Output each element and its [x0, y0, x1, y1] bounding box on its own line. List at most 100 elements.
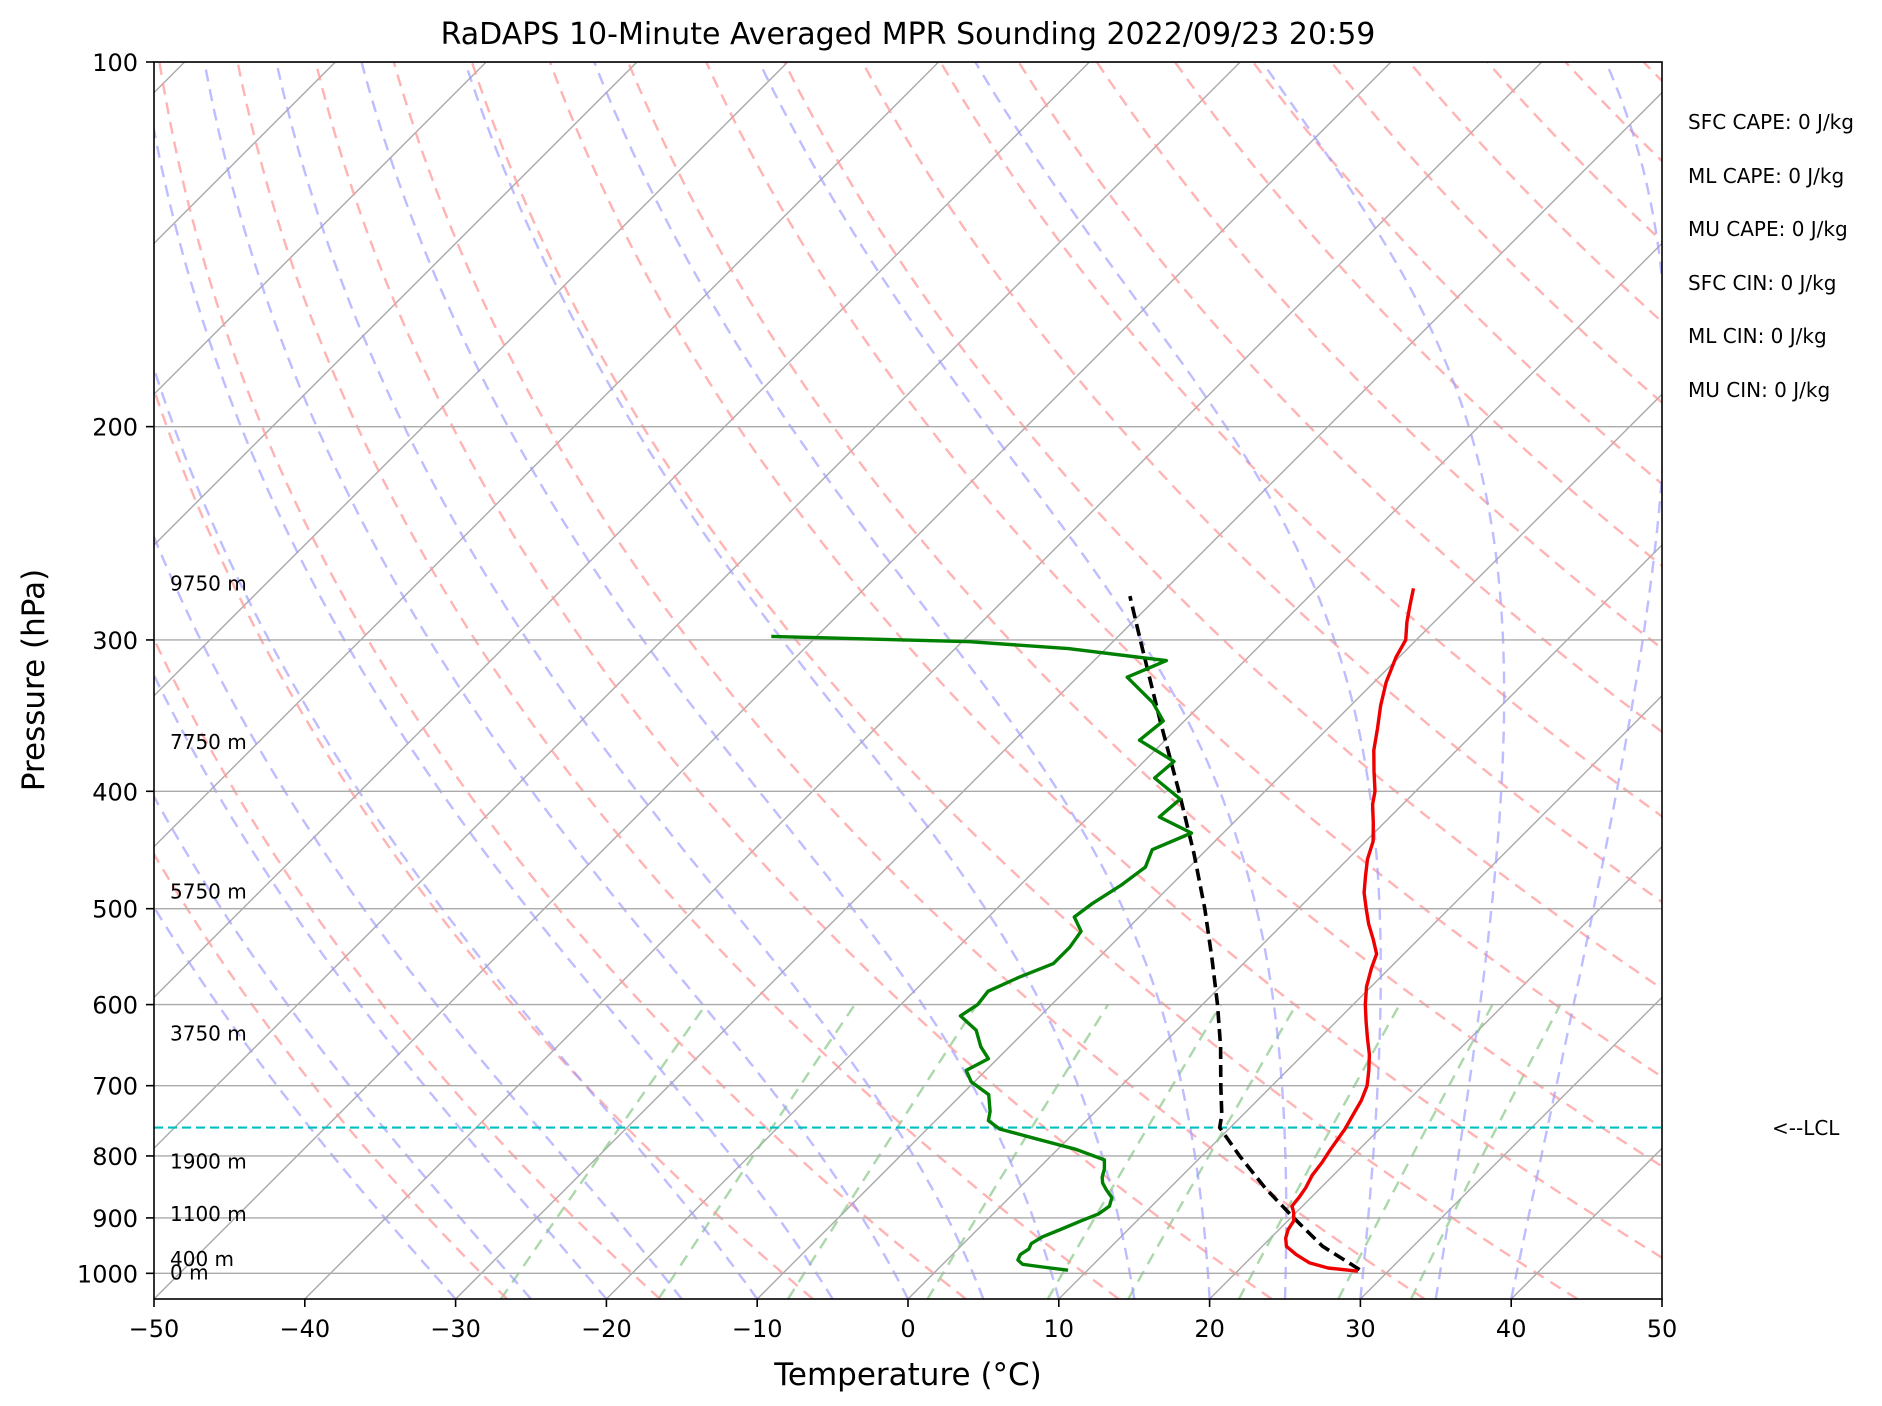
x-tick-label: 20	[1194, 1315, 1225, 1343]
x-tick-label: −40	[279, 1315, 330, 1343]
dry-adiabat-line	[783, 62, 1662, 991]
y-axis-ticks: 100 200 300 400 500 600 700 800 900 1000	[77, 49, 154, 1288]
dry-adiabat-line	[861, 62, 1662, 904]
moist-adiabat-line	[1260, 62, 1506, 1299]
moist-adiabat-line	[1510, 62, 1662, 1299]
x-tick-label: 10	[1044, 1315, 1075, 1343]
mixing-ratio-line	[1409, 1004, 1562, 1299]
dry-adiabat-line	[236, 62, 1120, 1299]
pressure-grid-lines	[154, 62, 1662, 1275]
moist-adiabat-line	[973, 62, 1382, 1299]
ml-cin-text: ML CIN: 0 J/kg	[1688, 324, 1827, 348]
dry-adiabat-line	[626, 62, 1662, 1168]
background-lines	[154, 62, 1662, 1299]
x-tick-label: 30	[1345, 1315, 1376, 1343]
moist-adiabat-line	[360, 62, 1060, 1299]
y-axis-label: Pressure (hPa)	[16, 569, 52, 791]
mixing-ratio-line	[1337, 1004, 1494, 1299]
isotherm-line	[154, 62, 789, 697]
moist-adiabat-lines	[154, 62, 1662, 1299]
moist-adiabat-line	[154, 904, 457, 1299]
moist-adiabat-line	[275, 62, 985, 1299]
dry-adiabat-line	[548, 62, 1662, 1260]
isotherm-line	[605, 242, 1662, 1299]
height-label: 400 m	[170, 1247, 234, 1271]
dry-adiabat-line	[314, 62, 1273, 1299]
isotherm-line	[304, 62, 1543, 1299]
height-label: 1100 m	[170, 1202, 247, 1226]
sfc-cin-text: SFC CIN: 0 J/kg	[1688, 271, 1836, 295]
height-label: 3750 m	[170, 1021, 247, 1045]
isotherm-line	[1209, 845, 1662, 1299]
y-tick-label: 300	[92, 627, 138, 655]
dewpoint-line	[771, 634, 1194, 1272]
temperature-line	[1284, 588, 1416, 1273]
stats-annotations: SFC CAPE: 0 J/kg ML CAPE: 0 J/kg MU CAPE…	[1688, 110, 1854, 402]
mu-cin-text: MU CIN: 0 J/kg	[1688, 378, 1830, 402]
dry-adiabat-line	[1252, 62, 1662, 486]
mixing-ratio-lines	[499, 1003, 1562, 1299]
mixing-ratio-line	[1127, 1003, 1298, 1299]
mixing-ratio-line	[1237, 1004, 1401, 1299]
y-tick-label: 100	[92, 49, 138, 77]
dry-adiabat-lines	[154, 62, 1662, 1299]
moist-adiabat-line	[463, 62, 1136, 1299]
height-label: 9750 m	[170, 572, 247, 596]
height-label: 7750 m	[170, 730, 247, 754]
y-tick-label: 500	[92, 896, 138, 924]
moist-adiabat-line	[154, 794, 532, 1299]
dry-adiabat-line	[1017, 62, 1662, 734]
height-label: 5750 m	[170, 880, 247, 904]
isotherm-line	[1058, 694, 1662, 1299]
isotherm-line	[455, 91, 1662, 1299]
moist-adiabat-line	[592, 62, 1211, 1299]
parcel-profile-line	[1128, 595, 1361, 1272]
moist-adiabat-line	[154, 533, 683, 1299]
isotherm-line	[154, 62, 1090, 999]
isotherm-line	[1359, 996, 1662, 1299]
lcl-label: <--LCL	[1772, 1116, 1840, 1140]
height-label: 0 m	[170, 1260, 209, 1284]
isotherm-line	[907, 544, 1662, 1299]
moist-adiabat-line	[203, 62, 910, 1299]
mixing-ratio-line	[926, 1003, 1110, 1299]
y-tick-label: 1000	[77, 1260, 138, 1288]
x-tick-label: 40	[1496, 1315, 1527, 1343]
dry-adiabat-line	[154, 636, 661, 1299]
moist-adiabat-line	[154, 123, 834, 1299]
x-tick-label: −20	[581, 1315, 632, 1343]
x-tick-label: −30	[430, 1315, 481, 1343]
ml-cape-text: ML CAPE: 0 J/kg	[1688, 164, 1844, 188]
y-tick-label: 400	[92, 778, 138, 806]
moist-adiabat-line	[757, 62, 1288, 1299]
isotherm-line	[154, 62, 638, 546]
y-tick-label: 200	[92, 414, 138, 442]
x-tick-label: 0	[900, 1315, 915, 1343]
chart-title: RaDAPS 10-Minute Averaged MPR Sounding 2…	[441, 17, 1376, 52]
isotherm-line	[154, 62, 487, 396]
dry-adiabat-line	[939, 62, 1662, 818]
dry-adiabat-line	[158, 62, 967, 1299]
moist-adiabat-line	[154, 364, 759, 1299]
sfc-cape-text: SFC CAPE: 0 J/kg	[1688, 110, 1854, 134]
dry-adiabat-line	[392, 62, 1426, 1299]
mixing-ratio-line	[786, 1003, 978, 1299]
data-lines	[771, 588, 1416, 1273]
y-tick-label: 600	[92, 992, 138, 1020]
isotherm-line	[154, 62, 940, 848]
isotherm-line	[154, 62, 1241, 1150]
x-tick-label: −10	[732, 1315, 783, 1343]
dry-adiabat-line	[470, 62, 1579, 1299]
y-tick-label: 900	[92, 1205, 138, 1233]
mu-cape-text: MU CAPE: 0 J/kg	[1688, 217, 1848, 241]
y-tick-label: 800	[92, 1143, 138, 1171]
mixing-ratio-line	[1046, 1003, 1222, 1299]
isotherm-line	[154, 62, 1392, 1299]
y-tick-label: 700	[92, 1073, 138, 1101]
x-tick-label: −50	[129, 1315, 180, 1343]
x-axis-label: Temperature (°C)	[773, 1357, 1042, 1393]
dry-adiabat-line	[1173, 62, 1662, 568]
height-label: 1900 m	[170, 1149, 247, 1173]
